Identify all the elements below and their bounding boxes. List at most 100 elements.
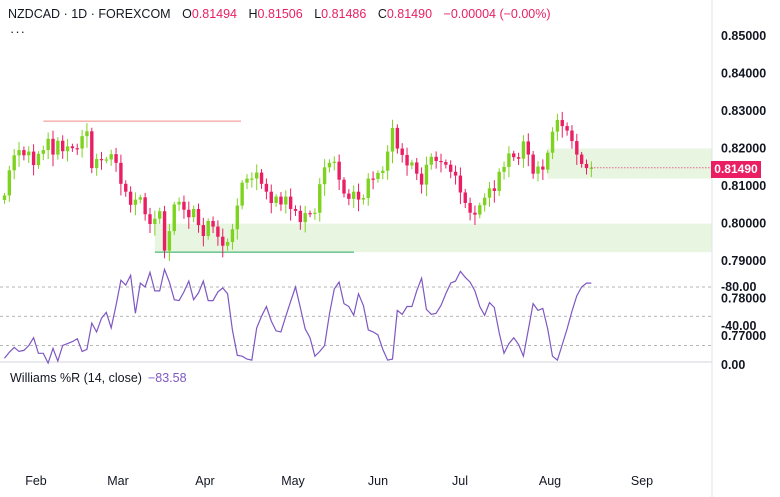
candle-body xyxy=(337,161,341,180)
price-tick-label: 0.81000 xyxy=(721,179,766,193)
time-tick-label: Sep xyxy=(631,474,653,488)
price-tick-label: 0.85000 xyxy=(721,29,766,43)
candle-body xyxy=(381,170,385,173)
candle-body xyxy=(361,198,366,200)
candle-body xyxy=(61,140,65,152)
time-tick-label: Apr xyxy=(195,474,214,488)
williams-r-pane xyxy=(0,267,712,365)
price-tick-label: 0.80000 xyxy=(721,217,766,231)
candle-body xyxy=(419,173,424,185)
candle-body xyxy=(80,136,84,149)
candle-body xyxy=(162,211,167,251)
candle-body xyxy=(17,150,21,156)
williams-r-tick-label: -40.00 xyxy=(721,319,756,333)
candle-body xyxy=(434,156,438,161)
price-tick-label: 0.83000 xyxy=(721,104,766,118)
candle-body xyxy=(104,159,109,161)
candle-body xyxy=(201,225,206,236)
candle-body xyxy=(371,178,375,180)
candle-body xyxy=(36,153,41,166)
candle-body xyxy=(400,148,404,155)
candle-body xyxy=(284,196,288,205)
separator: · xyxy=(63,7,68,21)
candle-body xyxy=(191,208,196,218)
candle-body xyxy=(221,236,225,246)
candle-body xyxy=(570,130,574,142)
candle-body xyxy=(429,156,433,165)
candle-body xyxy=(308,213,312,215)
last-price-tag: 0.81490 xyxy=(711,161,761,178)
candle-body xyxy=(90,131,94,169)
candle-body xyxy=(85,131,89,137)
candle-body xyxy=(206,220,210,236)
candle-body xyxy=(153,218,157,224)
candle-body xyxy=(531,154,535,174)
time-tick-label: Feb xyxy=(25,474,47,488)
candle-body xyxy=(526,141,530,155)
williams-r-line xyxy=(4,267,592,365)
close-value: 0.81490 xyxy=(386,7,433,21)
price-tick-label: 0.82000 xyxy=(721,142,766,156)
time-tick-label: May xyxy=(281,474,305,488)
candle-body xyxy=(347,193,351,199)
candle-body xyxy=(449,164,453,172)
candle-body xyxy=(94,159,99,169)
candle-body xyxy=(31,151,36,166)
candle-body xyxy=(468,202,472,213)
candle-body xyxy=(318,184,322,213)
candle-body xyxy=(269,191,273,203)
candle-body xyxy=(395,127,400,149)
indicator-legend[interactable]: Williams %R (14, close) −83.58 xyxy=(10,371,187,385)
williams-r-axis: 0.00 -40.00 -80.00 xyxy=(721,280,756,372)
candle-body xyxy=(22,150,26,156)
candle-body xyxy=(478,205,482,215)
candle-body xyxy=(172,204,176,232)
candle-body xyxy=(143,197,147,215)
candle-body xyxy=(158,211,162,219)
candlestick-series xyxy=(2,111,712,261)
change-value: −0.00004 (−0.00%) xyxy=(443,7,551,21)
candle-body xyxy=(521,141,526,159)
candle-body xyxy=(279,196,283,205)
candle-body xyxy=(385,151,390,171)
candle-body xyxy=(7,170,12,196)
open-label: O xyxy=(182,7,192,21)
candle-body xyxy=(565,126,569,131)
candle-body xyxy=(342,179,346,194)
candle-body xyxy=(70,146,75,149)
candle-body xyxy=(536,166,540,174)
close-label: C xyxy=(377,7,387,21)
candle-body xyxy=(439,160,443,163)
candle-body xyxy=(444,162,448,165)
indicator-value: −83.58 xyxy=(147,371,187,385)
exchange: FOREXCOM xyxy=(98,7,171,21)
candle-body xyxy=(376,172,380,179)
symbol-name[interactable]: NZDCAD xyxy=(8,7,61,21)
candle-body xyxy=(99,159,104,161)
candle-body xyxy=(51,138,55,155)
more-options-icon[interactable]: ··· xyxy=(10,24,26,39)
candle-body xyxy=(133,199,138,205)
candle-body xyxy=(546,152,550,170)
candle-body xyxy=(2,195,7,200)
candle-body xyxy=(497,171,501,191)
candle-body xyxy=(298,210,303,223)
interval[interactable]: 1D xyxy=(71,7,88,21)
candle-body xyxy=(482,197,487,206)
price-tick-label: 0.79000 xyxy=(721,254,766,268)
candle-body xyxy=(56,140,60,155)
candle-body xyxy=(264,183,269,192)
candle-body xyxy=(589,167,594,169)
candle-body xyxy=(516,157,521,159)
separator: · xyxy=(90,7,95,21)
candle-body xyxy=(41,150,45,154)
time-tick-label: Aug xyxy=(539,474,561,488)
candle-body xyxy=(492,188,497,191)
price-axis: 0.85000 0.84000 0.83000 0.82000 0.81000 0.800… xyxy=(721,29,766,343)
candle-body xyxy=(65,146,70,152)
candle-body xyxy=(487,188,492,198)
level-lines xyxy=(43,120,354,253)
candle-body xyxy=(313,212,317,214)
candle-body xyxy=(119,162,123,184)
